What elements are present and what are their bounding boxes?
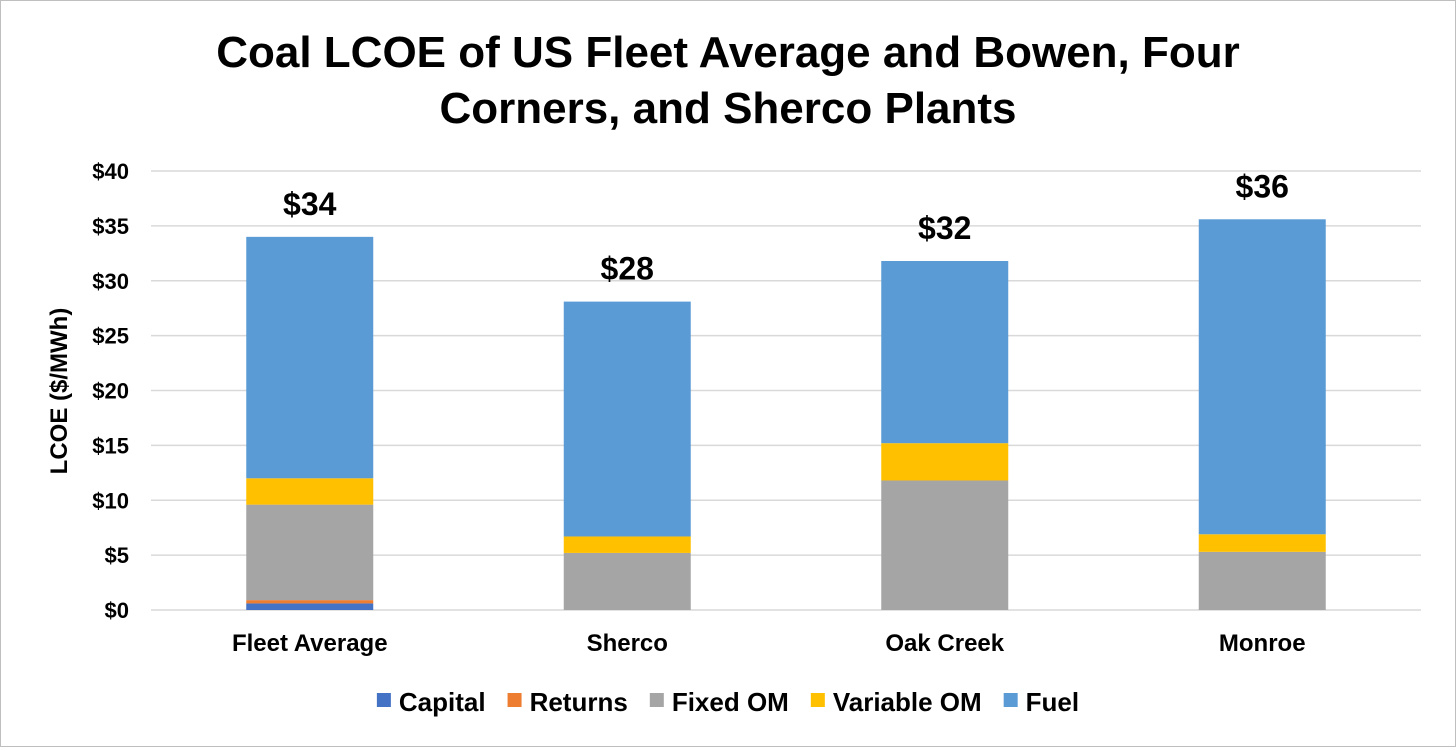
legend-item-variable-om: Variable OM [810,687,982,717]
bar-segment-fuel [246,236,374,479]
legend-swatch [376,693,391,707]
chart-title: Coal LCOE of US Fleet Average and Bowen,… [216,28,1240,133]
legend-label: Fuel [1026,687,1079,717]
bar-segment-returns [246,600,374,604]
x-category-label: Fleet Average [232,630,388,657]
y-tick-label: $35 [92,214,129,239]
bar-segment-fixed-om [246,504,374,601]
total-label: $32 [918,210,971,246]
legend-swatch [649,693,664,707]
bar-segment-variable-om [246,478,374,505]
y-tick-label: $30 [92,269,129,294]
total-label: $28 [601,251,654,287]
x-category-label: Sherco [587,630,668,657]
total-label: $36 [1236,168,1289,204]
legend-label: Capital [399,687,486,717]
bar-segment-variable-om [563,536,691,553]
y-axis-ticks: $0 $5 $10 $15 $20 $25 $30 $35 $40 [92,159,129,623]
bar-segment-fixed-om [563,552,691,610]
y-axis-label: LCOE ($/MWh) [46,308,73,475]
y-tick-label: $40 [92,159,129,184]
y-tick-label: $25 [92,324,129,349]
x-category-label: Monroe [1219,630,1306,657]
y-tick-label: $15 [92,433,129,458]
bar-segment-fixed-om [1198,551,1326,610]
bars [246,219,1326,610]
legend-swatch [810,693,825,707]
legend-label: Variable OM [833,687,982,717]
legend-item-capital: Capital [376,687,486,717]
legend-swatch [1003,693,1018,707]
total-labels: $34 $28 $32 $36 [283,168,1289,286]
legend: Capital Returns Fixed OM Variable OM Fuel [376,687,1079,717]
legend-label: Returns [530,687,628,717]
bar-segment-fuel [563,301,691,537]
bar-segment-variable-om [1198,534,1326,552]
y-tick-label: $20 [92,379,129,404]
x-category-label: Oak Creek [885,630,1004,657]
legend-item-fuel: Fuel [1003,687,1079,717]
legend-label: Fixed OM [672,687,789,717]
legend-item-fixed-om: Fixed OM [649,687,789,717]
chart-title-line-2: Corners, and Sherco Plants [439,84,1016,133]
bar-segment-capital [246,603,374,610]
total-label: $34 [283,186,337,222]
bar-segment-fuel [1198,219,1326,535]
bar-segment-fuel [881,260,1009,444]
y-tick-label: $10 [92,488,129,513]
bar-segment-fixed-om [881,480,1009,610]
y-tick-label: $5 [105,543,129,568]
y-tick-label: $0 [105,598,129,623]
legend-swatch [507,693,522,707]
legend-item-returns: Returns [507,687,628,717]
chart-title-line-1: Coal LCOE of US Fleet Average and Bowen,… [216,28,1240,77]
x-axis-categories: Fleet Average Sherco Oak Creek Monroe [232,630,1306,657]
bar-segment-variable-om [881,443,1009,481]
